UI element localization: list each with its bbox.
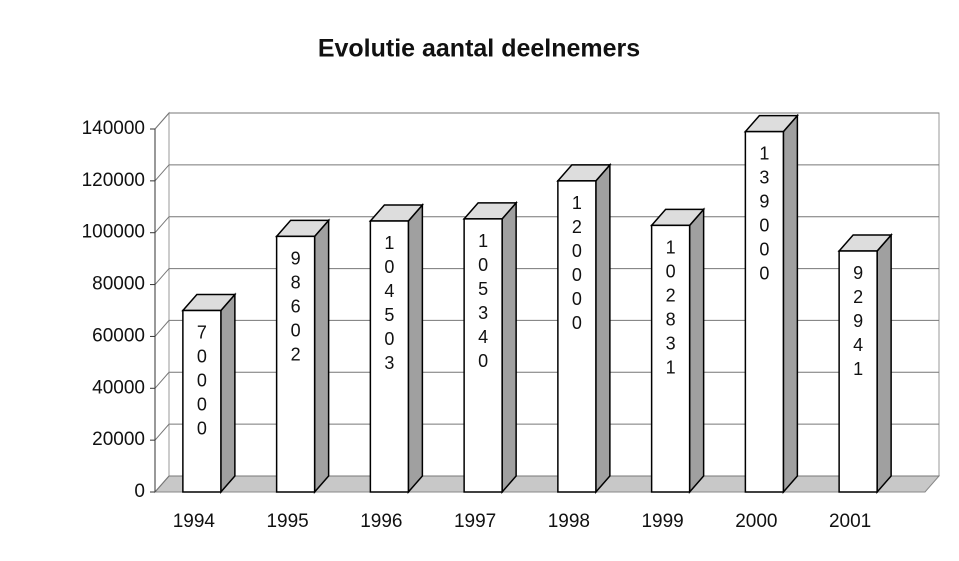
side-wall xyxy=(154,111,170,494)
bar xyxy=(743,113,800,494)
data-label: 92941 xyxy=(848,263,868,383)
y-tick-label: 100000 xyxy=(82,222,145,243)
bar xyxy=(837,233,893,494)
y-tick-label: 0 xyxy=(134,481,145,502)
floor xyxy=(153,475,941,493)
bar-side xyxy=(876,233,892,494)
data-label: 70000 xyxy=(192,323,212,443)
bar-front xyxy=(463,218,503,493)
x-tick-label: 2000 xyxy=(735,511,777,532)
y-tick-label: 140000 xyxy=(82,118,145,139)
bar xyxy=(556,162,612,494)
x-tick-label: 1998 xyxy=(548,511,590,532)
data-label: 102831 xyxy=(661,237,681,381)
data-label: 98602 xyxy=(286,248,306,368)
y-tick-label: 60000 xyxy=(92,325,145,346)
bar-side xyxy=(220,292,236,494)
bar-front xyxy=(275,235,316,493)
x-tick-label: 1999 xyxy=(641,511,683,532)
bar-front xyxy=(182,309,222,493)
grid-line xyxy=(154,112,939,130)
x-tick-label: 1995 xyxy=(266,511,308,532)
bar-side xyxy=(313,218,330,494)
y-tick-label: 80000 xyxy=(92,274,145,295)
grid-line xyxy=(154,164,939,182)
x-tick-label: 1997 xyxy=(454,511,496,532)
bar-side xyxy=(501,200,517,494)
data-label: 139000 xyxy=(754,144,774,288)
bar-side xyxy=(407,203,424,494)
chart-title: Evolutie aantal deelnemers xyxy=(318,35,640,63)
bar xyxy=(649,207,706,494)
bar-front xyxy=(369,220,410,493)
bar-front xyxy=(557,180,597,493)
bar xyxy=(274,218,331,494)
bar xyxy=(181,292,237,494)
y-tick-label: 20000 xyxy=(92,429,145,450)
bar xyxy=(368,203,425,494)
data-label: 105340 xyxy=(473,231,493,375)
y-tick-label: 120000 xyxy=(82,170,145,191)
bar xyxy=(462,200,518,494)
x-tick-label: 1996 xyxy=(360,511,402,532)
data-label: 120000 xyxy=(567,193,587,337)
bar-side xyxy=(688,207,705,494)
x-tick-label: 2001 xyxy=(829,511,871,532)
bar-front xyxy=(838,250,878,493)
bar-side xyxy=(595,162,611,494)
bar-side xyxy=(782,113,799,494)
x-tick-label: 1994 xyxy=(173,511,216,532)
y-tick-label: 40000 xyxy=(92,377,145,398)
bar-front xyxy=(650,224,691,493)
data-label: 104503 xyxy=(379,233,399,377)
bar-front xyxy=(744,130,785,493)
